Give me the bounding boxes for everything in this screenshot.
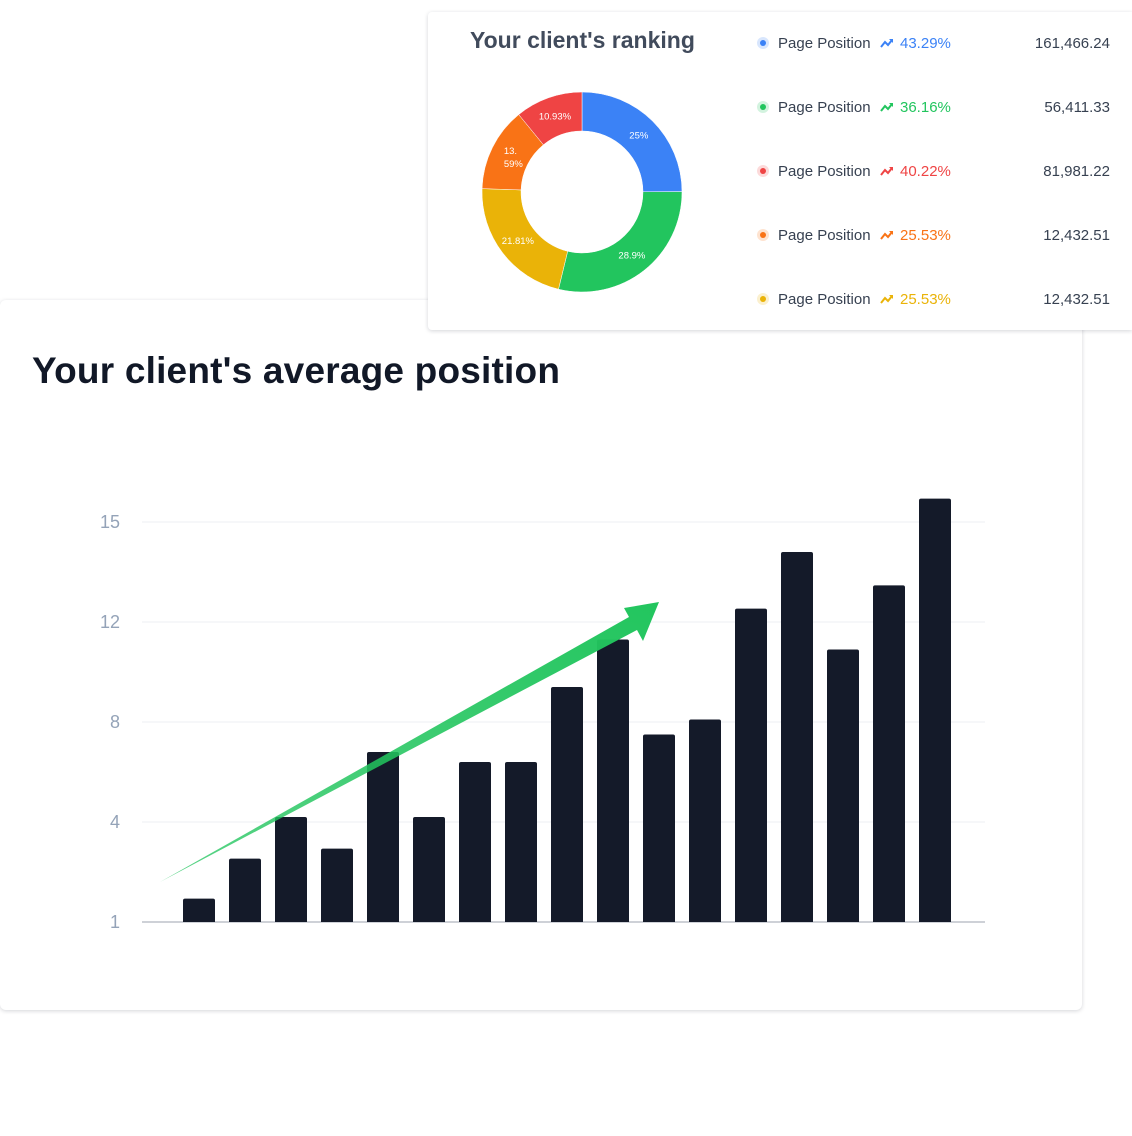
legend-percent: 43.29% — [900, 35, 951, 52]
trend-up-icon — [880, 295, 893, 304]
bar — [827, 649, 859, 922]
legend-value: 81,981.22 — [1043, 163, 1110, 180]
bar — [321, 848, 353, 922]
bar — [275, 817, 307, 922]
y-tick-label: 12 — [100, 612, 120, 632]
legend-label: Page Position — [778, 99, 871, 116]
donut-slice-label: 28.9% — [618, 251, 645, 262]
trend-up-icon — [880, 231, 893, 240]
bar — [229, 858, 261, 922]
bar — [735, 608, 767, 922]
client-ranking-card: Your client's ranking 25% 28.9% 21.81% 13. 5… — [428, 12, 1132, 330]
legend-dot-icon — [757, 37, 769, 49]
legend-percent: 25.53% — [900, 227, 951, 244]
bar — [505, 762, 537, 922]
average-position-title: Your client's average position — [32, 350, 561, 391]
y-tick-label: 15 — [100, 512, 120, 532]
legend-label: Page Position — [778, 227, 871, 244]
client-ranking-donut: 25% 28.9% 21.81% 13. 59% 10.93% — [481, 91, 683, 293]
trend-up-icon — [880, 39, 893, 48]
legend-value: 161,466.24 — [1034, 35, 1110, 52]
trend-up-icon — [880, 167, 893, 176]
bar — [551, 687, 583, 922]
legend-row: Page Position 43.29% 161,466.24 — [428, 28, 1132, 58]
bar — [873, 585, 905, 922]
legend-percent: 25.53% — [900, 291, 951, 308]
bar — [597, 639, 629, 922]
bar — [367, 752, 399, 922]
donut-slice-label: 25% — [629, 130, 649, 141]
legend-label: Page Position — [778, 35, 871, 52]
donut-slice — [558, 191, 683, 293]
donut-slice-label: 21.81% — [502, 236, 535, 247]
bar — [919, 498, 951, 922]
y-tick-label: 1 — [110, 912, 120, 932]
bar — [689, 719, 721, 922]
legend-row: Page Position 36.16% 56,411.33 — [428, 92, 1132, 122]
bar — [459, 762, 491, 922]
legend-row: Page Position 25.53% 12,432.51 — [428, 284, 1132, 314]
legend-dot-icon — [757, 229, 769, 241]
client-ranking-title: Your client's ranking — [470, 27, 695, 53]
average-position-card: Your client's average position 15 12 8 4 1 — [0, 300, 1082, 1010]
legend-label: Page Position — [778, 163, 871, 180]
legend-dot-icon — [757, 293, 769, 305]
trend-arrow-icon — [160, 602, 659, 882]
bar — [781, 552, 813, 922]
y-tick-label: 8 — [110, 712, 120, 732]
bar — [413, 817, 445, 922]
legend-percent: 36.16% — [900, 99, 951, 116]
legend-row: Page Position 40.22% 81,981.22 — [428, 156, 1132, 186]
bar — [643, 734, 675, 922]
legend-value: 12,432.51 — [1043, 227, 1110, 244]
bar — [183, 898, 215, 922]
legend-dot-icon — [757, 101, 769, 113]
donut-slice — [518, 91, 583, 146]
legend-dot-icon — [757, 165, 769, 177]
legend-label: Page Position — [778, 291, 871, 308]
legend-row: Page Position 25.53% 12,432.51 — [428, 220, 1132, 250]
legend-value: 56,411.33 — [1044, 99, 1110, 116]
average-position-chart: 15 12 8 4 1 — [100, 498, 985, 932]
y-tick-label: 4 — [110, 812, 120, 832]
trend-up-icon — [880, 103, 893, 112]
donut-slice-label: 10.93% — [539, 112, 572, 123]
legend-percent: 40.22% — [900, 163, 951, 180]
donut-slice-label: 13. 59% — [504, 146, 524, 170]
legend-value: 12,432.51 — [1043, 291, 1110, 308]
